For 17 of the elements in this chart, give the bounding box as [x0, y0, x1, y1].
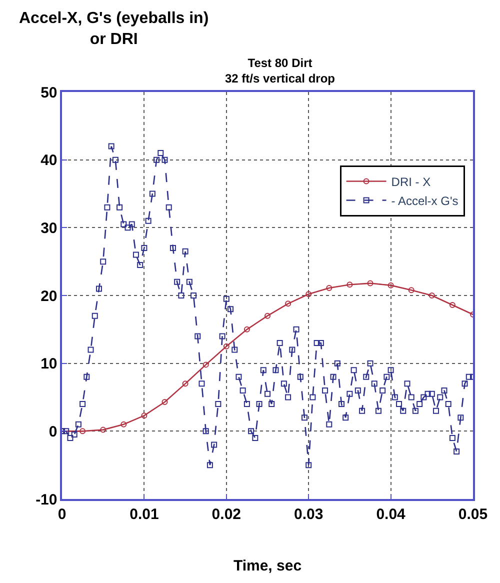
y-tick-label: 40 — [40, 152, 58, 170]
y-axis-title: Accel-X, G's (eyeballs in) or DRI — [19, 10, 209, 48]
x-tick-label: 0.03 — [294, 506, 324, 523]
legend-label: DRI - X — [391, 174, 431, 189]
y-tick-label: 50 — [40, 84, 58, 102]
x-tick-label: 0.04 — [376, 506, 406, 523]
chart-title: Test 80 Dirt 32 ft/s vertical drop — [224, 56, 336, 86]
legend-label: - Accel-x G's — [391, 194, 458, 208]
x-axis-title: Time, sec — [233, 557, 302, 574]
y-tick-label: 30 — [40, 220, 58, 237]
y-tick-label: 0 — [48, 423, 58, 440]
y-tick-label: -10 — [36, 491, 58, 508]
x-tick-label: 0.01 — [130, 506, 159, 523]
x-tick-label: 0.05 — [458, 506, 488, 523]
y-tick-label: 10 — [40, 356, 58, 373]
x-tick-label: 0.02 — [212, 506, 241, 523]
y-tick-label: 20 — [40, 288, 58, 305]
